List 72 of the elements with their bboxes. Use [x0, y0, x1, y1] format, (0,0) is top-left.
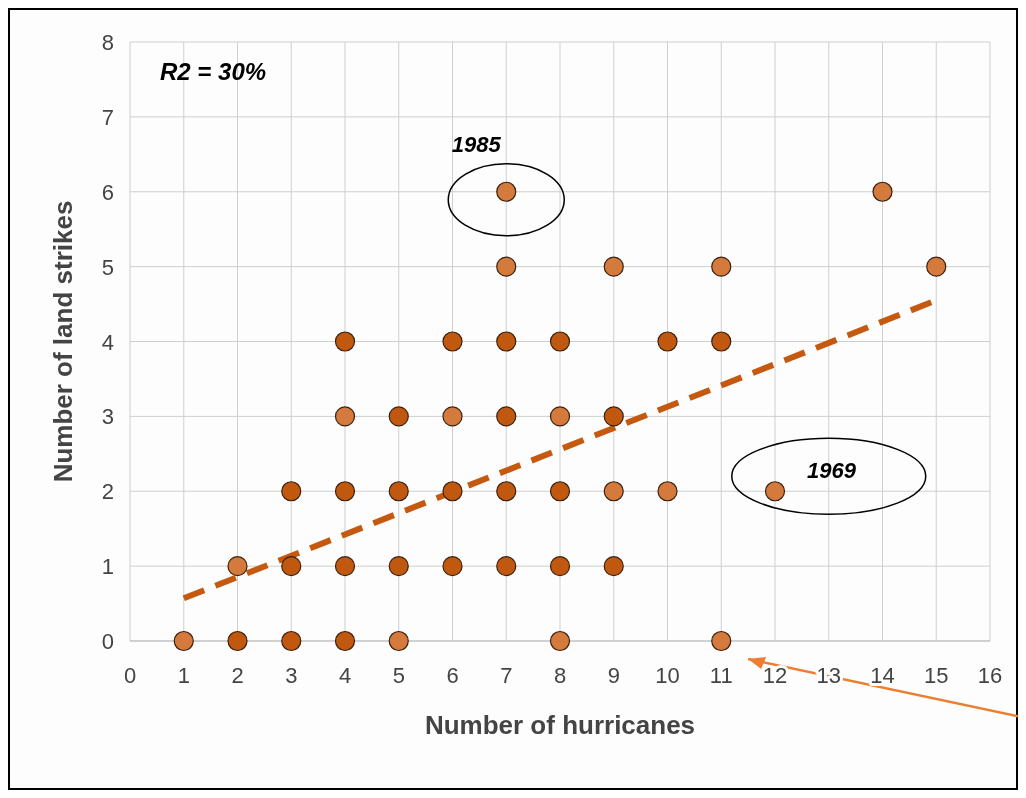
x-tick-label: 11: [709, 663, 733, 688]
point: [496, 331, 517, 352]
point: [603, 481, 624, 502]
point: [388, 556, 409, 577]
point: [711, 331, 732, 352]
point: [334, 630, 356, 652]
point: [711, 630, 732, 652]
x-tick-label: 9: [607, 663, 620, 688]
point: [496, 181, 517, 202]
y-tick-label: 2: [101, 479, 114, 505]
point: [549, 481, 571, 502]
x-axis-title: Number of hurricanes: [424, 710, 696, 740]
x-tick-label: 1: [177, 663, 190, 688]
point: [334, 481, 356, 502]
y-axis-title: Number of land strikes: [48, 200, 78, 483]
point: [926, 256, 947, 277]
x-tick-label: 10: [655, 663, 680, 688]
point: [388, 406, 409, 427]
point: [334, 556, 356, 577]
point: [442, 481, 463, 502]
point: [496, 256, 517, 277]
y-tick-label: 5: [101, 254, 114, 280]
point: [603, 256, 624, 277]
x-tick-label: 12: [762, 663, 788, 688]
point: [711, 256, 732, 277]
point: [227, 556, 248, 577]
point: [603, 406, 624, 427]
y-tick-label: 6: [101, 179, 114, 205]
x-tick-label: 0: [123, 663, 137, 688]
x-tick-label: 14: [870, 663, 895, 688]
point: [281, 556, 302, 577]
point: [496, 556, 517, 577]
point: [764, 481, 786, 502]
x-tick-label: 5: [392, 663, 405, 688]
point: [603, 556, 624, 577]
point: [281, 630, 302, 652]
point: [657, 331, 678, 352]
annotation: 1985: [451, 131, 502, 157]
point: [442, 331, 463, 352]
y-tick-label: 3: [101, 404, 114, 430]
point: [334, 406, 356, 427]
y-tick-label: 4: [101, 329, 114, 355]
point: [657, 481, 678, 502]
x-tick-label: 16: [977, 663, 1003, 688]
x-tick-label: 4: [338, 663, 352, 688]
annotation: R2 = 30%: [160, 58, 267, 85]
point: [496, 406, 517, 427]
x-tick-label: 2: [231, 663, 244, 688]
point: [549, 556, 571, 577]
point: [872, 181, 893, 202]
x-tick-label: 3: [285, 663, 298, 688]
y-tick-label: 1: [101, 554, 114, 580]
point: [549, 406, 571, 427]
y-tick-label: 8: [101, 30, 114, 55]
y-tick-label: 7: [101, 104, 114, 130]
point: [442, 556, 463, 577]
point: [281, 481, 302, 502]
y-tick-label: 0: [101, 629, 114, 654]
point: [334, 331, 356, 352]
x-tick-label: 8: [553, 663, 567, 688]
point: [549, 630, 571, 652]
x-tick-label: 7: [500, 663, 513, 688]
point: [388, 630, 409, 652]
point: [388, 481, 409, 502]
point: [496, 481, 517, 502]
point: [442, 406, 463, 427]
x-tick-label: 6: [446, 663, 459, 688]
point: [549, 331, 571, 352]
point: [227, 630, 248, 652]
annotation: 1969: [806, 457, 857, 483]
point: [173, 630, 194, 652]
x-tick-label: 15: [924, 663, 949, 688]
